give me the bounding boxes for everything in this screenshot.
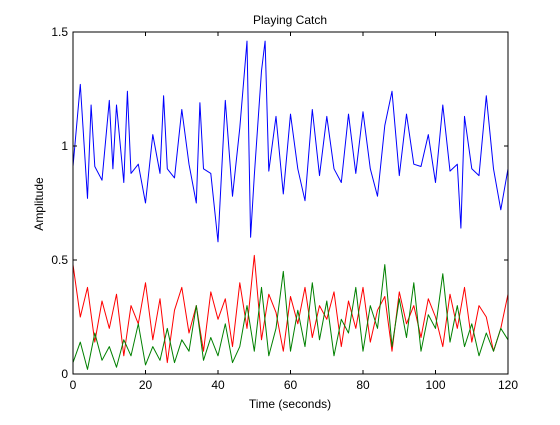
x-tick-label: 100 <box>425 378 445 392</box>
axes-layer: 0 20 40 60 80 100 120 0 0.5 1 1.5 <box>51 25 518 392</box>
x-tick-label: 0 <box>70 378 77 392</box>
x-tick-label: 60 <box>284 378 298 392</box>
y-tick-label: 0 <box>61 367 68 381</box>
chart-title: Playing Catch <box>253 13 327 27</box>
series-line-2 <box>72 254 509 364</box>
series-layer <box>72 40 509 370</box>
series-line-1 <box>72 40 509 243</box>
y-tick-label: 1.5 <box>51 25 68 39</box>
y-tick-label: 0.5 <box>51 253 68 267</box>
y-tick-label: 1 <box>61 139 68 153</box>
x-axis-label: Time (seconds) <box>249 397 331 411</box>
y-axis-label: Amplitude <box>32 177 46 231</box>
x-tick-label: 120 <box>498 378 518 392</box>
series-line-3 <box>72 264 509 370</box>
x-tick-label: 40 <box>211 378 225 392</box>
x-tick-label: 20 <box>139 378 153 392</box>
x-tick-label: 80 <box>356 378 370 392</box>
